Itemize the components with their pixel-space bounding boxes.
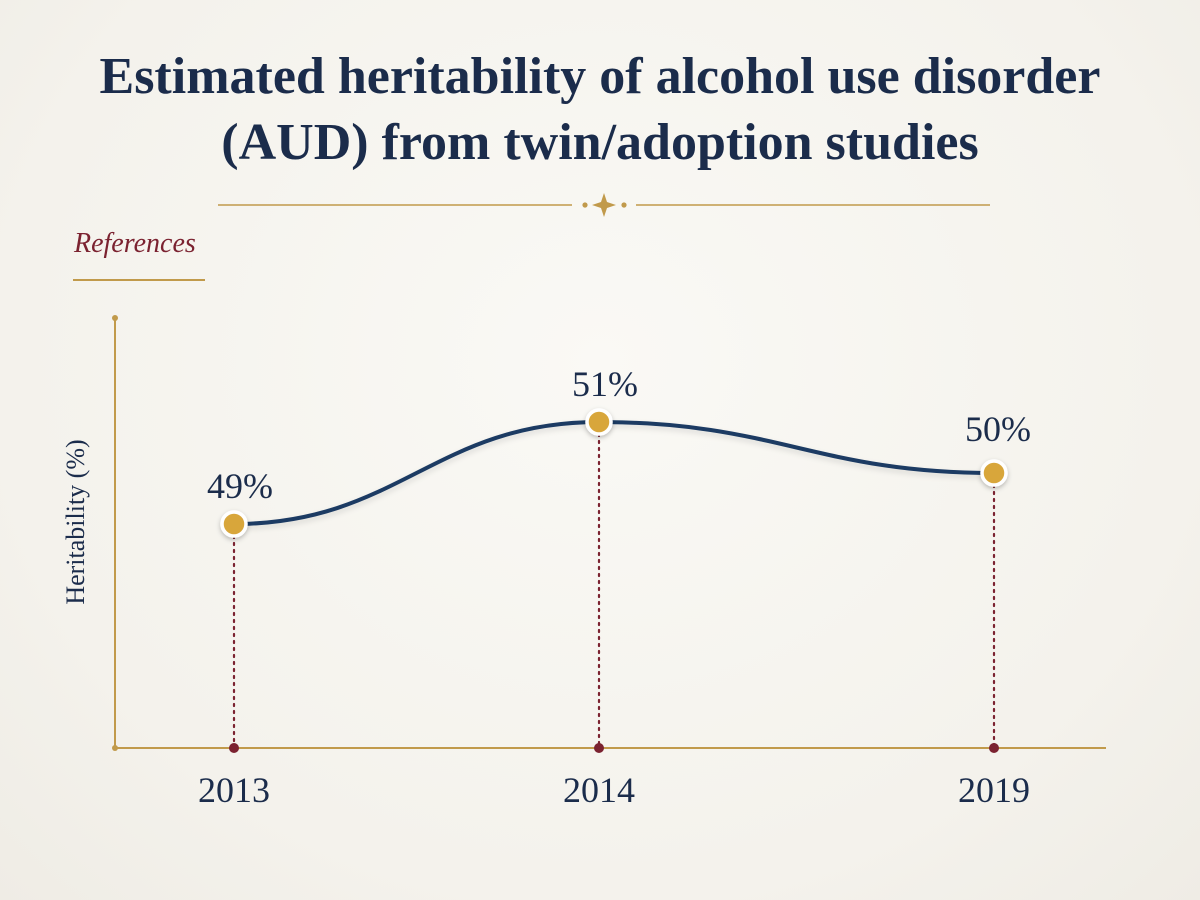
chart-title: Estimated heritability of alcohol use di… [0,44,1200,176]
y-axis-label: Heritability (%) [61,439,90,604]
data-point-2014 [585,408,613,436]
axis-tick-dot-2013 [229,743,239,753]
references-heading: References [74,228,196,259]
data-labels: 49% 51% 50% [207,364,1031,506]
chart-title-line-1: Estimated heritability of alcohol use di… [99,48,1101,105]
divider-star-icon [592,193,616,217]
data-point-2019 [980,459,1008,487]
x-tick-label-2014: 2014 [563,770,635,810]
data-label-2014: 51% [572,364,638,404]
series-line-heritability [232,419,996,526]
title-divider [218,193,990,217]
data-point-2013 [220,510,248,538]
axis-origin-dot [112,745,118,751]
axis-tick-dot-2014 [594,743,604,753]
data-label-2013: 49% [207,466,273,506]
x-tick-label-2013: 2013 [198,770,270,810]
chart-title-line-2: (AUD) from twin/adoption studies [221,114,979,171]
divider-dot-right [621,202,627,208]
series-markers [220,408,1008,538]
x-tick-label-2019: 2019 [958,770,1030,810]
divider-dot-left [582,202,588,208]
data-label-2019: 50% [965,409,1031,449]
y-axis-end-dot [112,315,118,321]
references-underline [73,279,205,281]
axis-tick-dot-2019 [989,743,999,753]
dotted-guides [229,432,999,753]
x-tick-labels: 2013 2014 2019 [198,770,1030,810]
